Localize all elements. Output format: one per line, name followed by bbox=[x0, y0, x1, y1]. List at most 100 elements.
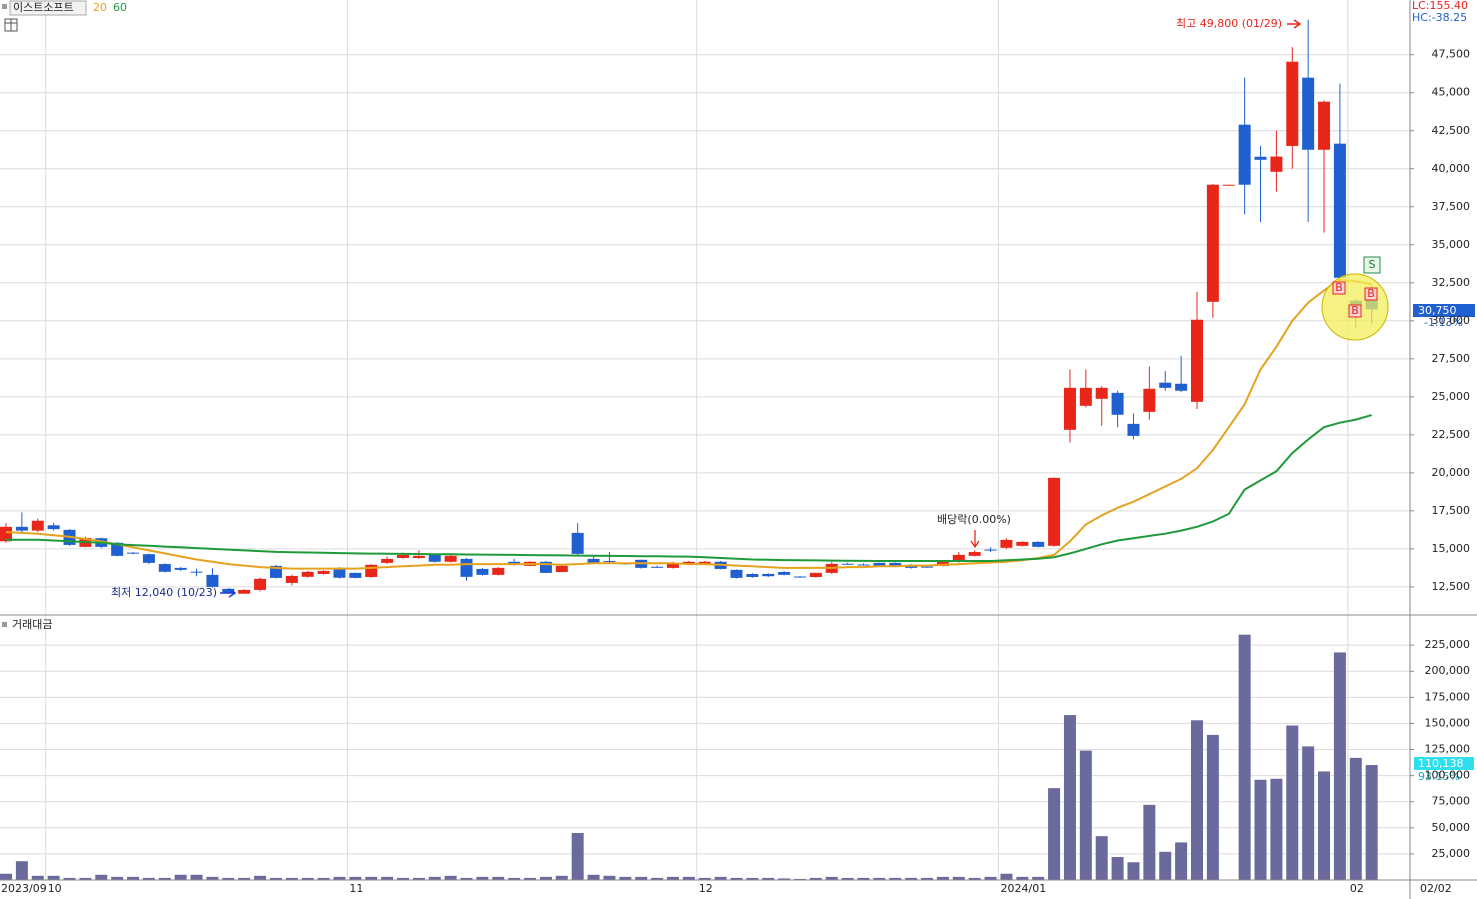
candle-body bbox=[317, 570, 330, 574]
y-tick-label: 35,000 bbox=[1432, 238, 1471, 251]
candle-body bbox=[873, 562, 886, 566]
volume-bar bbox=[111, 876, 124, 880]
lc-label: LC:155.40 bbox=[1412, 0, 1468, 12]
candle-body bbox=[889, 562, 902, 567]
candle-body bbox=[1238, 124, 1251, 185]
low-annotation: 최저 12,040 (10/23) bbox=[111, 586, 217, 599]
volume-bar bbox=[1048, 788, 1061, 880]
volume-bar bbox=[555, 875, 568, 880]
candle-body bbox=[301, 571, 314, 577]
candle-body bbox=[1318, 101, 1331, 150]
volume-bar bbox=[222, 877, 235, 880]
volume-bar bbox=[428, 876, 441, 880]
volume-bar bbox=[984, 876, 997, 880]
y-tick-label: 150,000 bbox=[1425, 716, 1471, 729]
high-arrow bbox=[1287, 19, 1302, 29]
candle-body bbox=[444, 555, 457, 562]
volume-bar bbox=[1365, 765, 1378, 880]
candle-body bbox=[174, 567, 187, 570]
y-tick-label: 25,000 bbox=[1432, 390, 1471, 403]
volume-bar bbox=[714, 876, 727, 880]
candle-body bbox=[285, 575, 298, 583]
candle-body bbox=[412, 555, 425, 558]
y-tick-label: 42,500 bbox=[1432, 124, 1471, 137]
volume-bar bbox=[1127, 862, 1140, 880]
candle-body bbox=[841, 563, 854, 565]
candle-body bbox=[1286, 61, 1299, 146]
y-tick-label: 22,500 bbox=[1432, 428, 1471, 441]
candle-body bbox=[492, 567, 505, 575]
volume-bar bbox=[127, 876, 140, 880]
volume-bar bbox=[190, 874, 203, 880]
volume-bar bbox=[1286, 725, 1299, 880]
volume-bar bbox=[1079, 750, 1092, 880]
candle-body bbox=[111, 542, 124, 556]
volume-bar bbox=[31, 875, 44, 880]
y-tick-label: 30,000 bbox=[1432, 314, 1471, 327]
x-tick-label: 2024/01 bbox=[1001, 882, 1047, 895]
volume-bar bbox=[1302, 746, 1315, 880]
mark-layer bbox=[0, 19, 1378, 880]
candle-body bbox=[539, 561, 552, 573]
volume-bar bbox=[682, 876, 695, 880]
last-ratio: 93.15% bbox=[1418, 770, 1460, 783]
volume-bar bbox=[1111, 857, 1124, 880]
y-tick-label: 12,500 bbox=[1432, 580, 1471, 593]
y-tick-label: 200,000 bbox=[1425, 664, 1471, 677]
candle-body bbox=[397, 554, 409, 558]
y-tick-label: 125,000 bbox=[1425, 743, 1471, 756]
candle-body bbox=[47, 525, 60, 530]
volume-bar bbox=[1016, 876, 1029, 880]
last-price: 30,750 bbox=[1418, 304, 1457, 317]
volume-bar bbox=[539, 876, 552, 880]
candle-body bbox=[127, 552, 140, 554]
candle-body bbox=[333, 567, 346, 578]
volume-bar bbox=[1206, 734, 1219, 880]
buy-label: B bbox=[1367, 287, 1375, 300]
low-arrow bbox=[220, 588, 237, 598]
candle-body bbox=[1032, 541, 1045, 547]
sell-marker bbox=[1363, 256, 1381, 274]
legend-entry: 60 bbox=[113, 1, 127, 14]
volume-bar bbox=[952, 876, 965, 880]
volume-bar bbox=[95, 874, 108, 880]
x-tick-label: 12 bbox=[699, 882, 713, 895]
volume-bar bbox=[285, 877, 298, 880]
y-tick-label: 40,000 bbox=[1432, 162, 1471, 175]
candle-body bbox=[222, 588, 235, 593]
candle-body bbox=[698, 561, 711, 564]
volume-bar bbox=[841, 877, 854, 880]
candle-body bbox=[984, 549, 997, 551]
volume-bar bbox=[603, 875, 616, 880]
candle-body bbox=[349, 572, 362, 578]
candle-body bbox=[1079, 387, 1092, 406]
y-tick-label: 100,000 bbox=[1425, 769, 1471, 782]
candle-body bbox=[746, 573, 759, 577]
volume-bar bbox=[508, 877, 521, 880]
candle-body bbox=[1175, 383, 1188, 391]
volume-bar bbox=[381, 876, 394, 880]
volume-bar bbox=[809, 877, 822, 880]
candle-body bbox=[682, 561, 695, 565]
y-tick-label: 37,500 bbox=[1432, 200, 1471, 213]
candle-body bbox=[794, 576, 806, 578]
volume-bar bbox=[857, 877, 870, 880]
candle-body bbox=[206, 574, 219, 587]
candle-body bbox=[1254, 156, 1267, 160]
candle-body bbox=[571, 532, 584, 554]
volume-bar bbox=[762, 877, 775, 880]
volume-bar bbox=[333, 876, 346, 880]
volume-bar bbox=[492, 876, 505, 880]
candle-body bbox=[603, 561, 616, 563]
candle-body bbox=[666, 562, 679, 568]
candle-body bbox=[809, 572, 822, 577]
volume-bar bbox=[524, 877, 537, 880]
candle-body bbox=[968, 552, 981, 556]
candle-body bbox=[1270, 156, 1283, 172]
volume-bar bbox=[269, 877, 282, 880]
candle-body bbox=[555, 565, 568, 572]
last-price-box bbox=[1413, 304, 1475, 317]
volume-bar bbox=[730, 877, 743, 880]
